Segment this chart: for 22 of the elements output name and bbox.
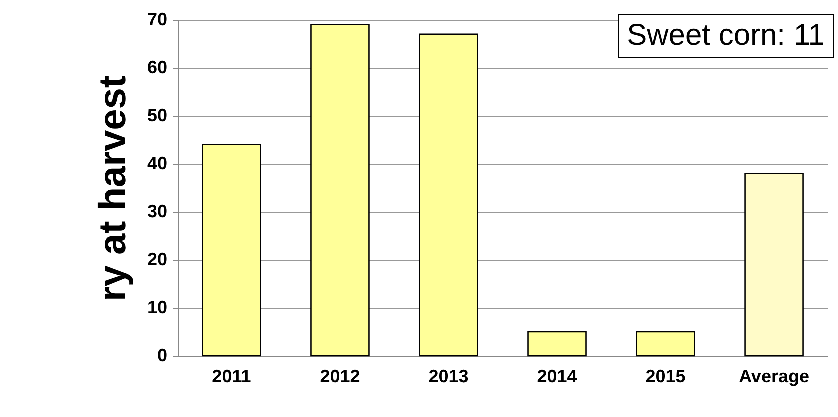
y-tick-label: 60: [147, 58, 168, 78]
x-tick-label: 2011: [212, 366, 252, 386]
x-tick-label: Average: [739, 366, 810, 386]
bar: [419, 34, 478, 357]
y-tick-label: 30: [147, 202, 168, 222]
x-tick-label: 2014: [537, 366, 578, 386]
x-tick-label: 2013: [428, 366, 469, 386]
y-tick-label: 40: [147, 154, 168, 174]
bar: [310, 24, 370, 357]
bar: [636, 331, 696, 357]
y-axis-title: ry at harvest: [92, 75, 134, 302]
y-tick-label: 10: [147, 298, 168, 318]
annotation: Sweet corn: 11: [618, 14, 834, 58]
bar: [528, 331, 587, 357]
y-tick-label: 70: [147, 10, 168, 30]
bar: [744, 172, 804, 357]
y-tick-label: 20: [147, 250, 168, 270]
y-tick-label: 50: [147, 106, 168, 126]
bar: [202, 144, 262, 357]
x-tick-label: 2012: [320, 366, 360, 386]
y-tick-label: 0: [157, 346, 168, 366]
x-tick-label: 2015: [646, 366, 686, 386]
